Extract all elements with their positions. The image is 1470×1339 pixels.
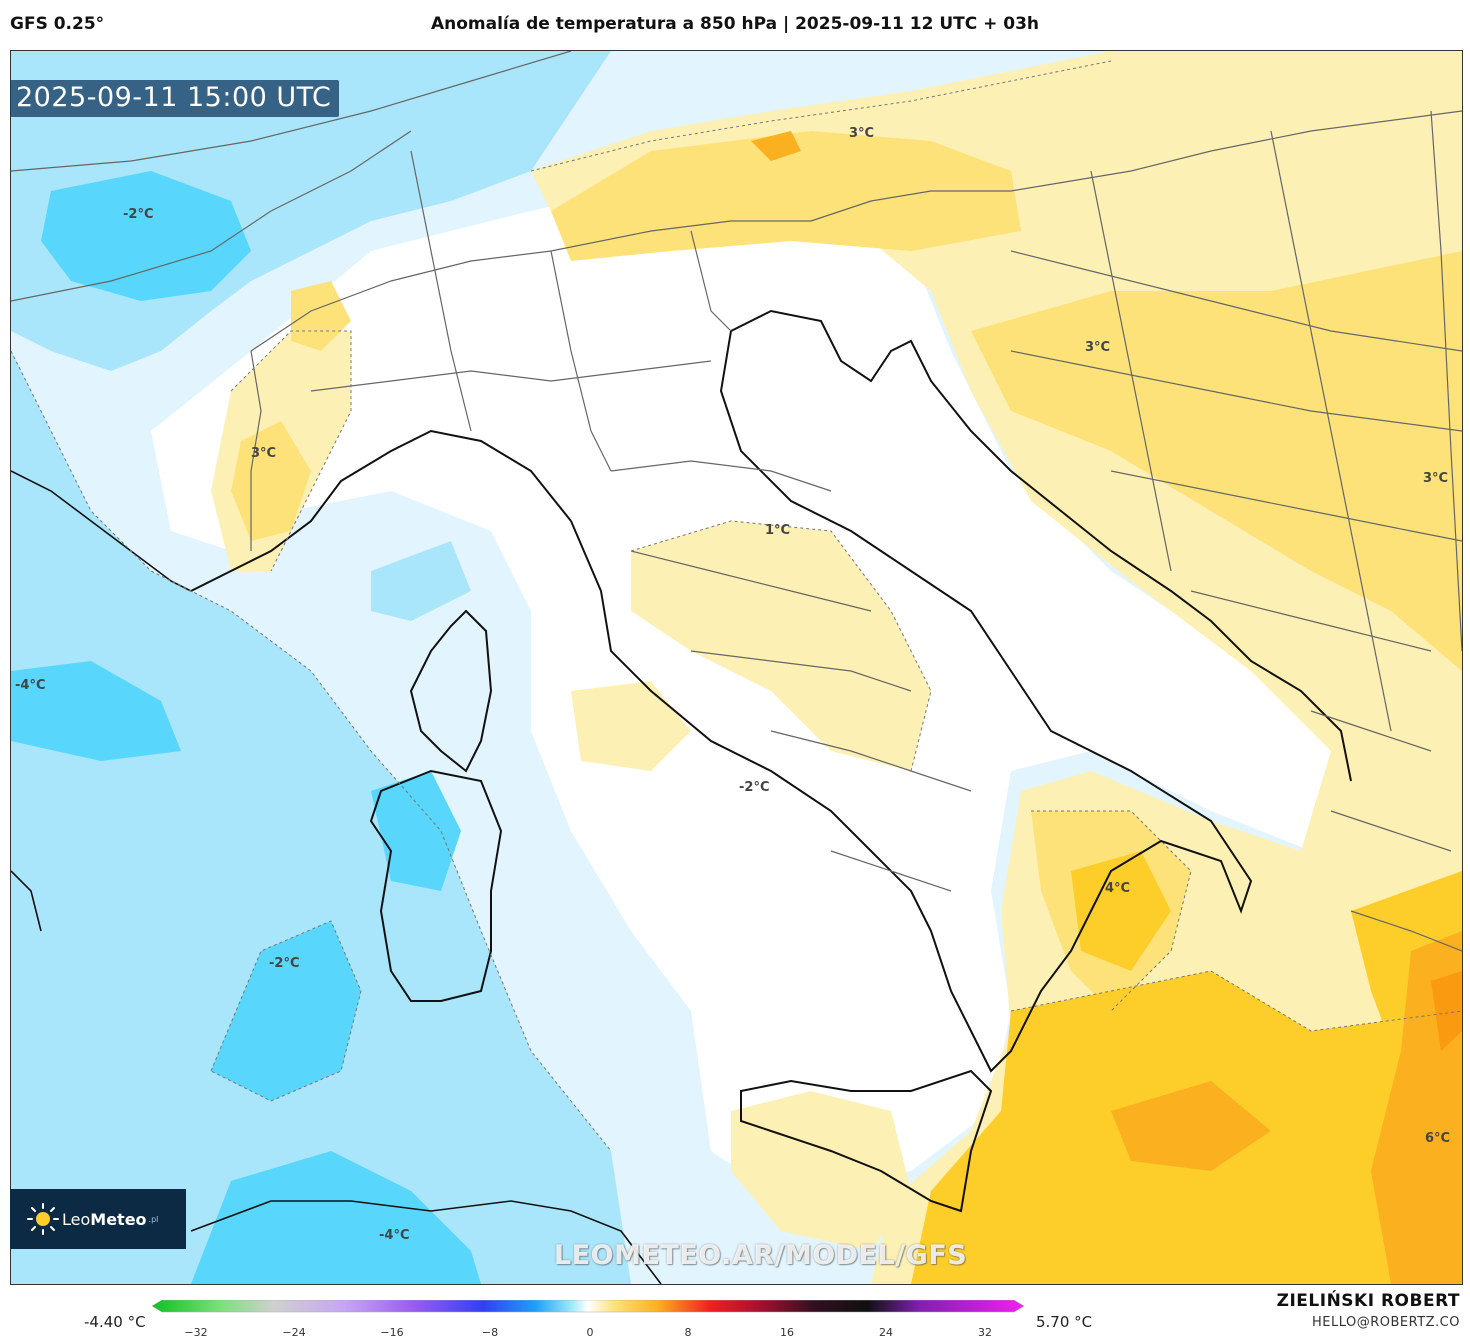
author-name: ZIELIŃSKI ROBERT (1276, 1291, 1460, 1311)
sicily-coast (740, 1069, 993, 1213)
sun-icon (27, 1203, 59, 1235)
warm-mid-balkans (971, 251, 1462, 671)
contour-label: -2°C (269, 956, 299, 971)
contour-label: 3°C (1085, 340, 1110, 355)
cold-strong-2 (211, 921, 361, 1101)
coast-balearic (11, 870, 42, 932)
cold-strong-4 (191, 1151, 481, 1284)
coast-adriatic-east (730, 309, 1352, 782)
contour-label: -4°C (379, 1228, 409, 1243)
admin-borders (11, 51, 1462, 952)
logo-tld: .pl (148, 1214, 159, 1224)
warm-light-tyrrhenian (571, 681, 691, 771)
colorbar-tick: −8 (482, 1326, 498, 1339)
colorbar-tick: −24 (282, 1326, 305, 1339)
cold-strong-5 (371, 771, 461, 891)
sardinia-coast (369, 769, 503, 1002)
colorbar-tick: −32 (184, 1326, 207, 1339)
contour-label: 3°C (251, 446, 276, 461)
colorbar-tick: 0 (587, 1326, 594, 1339)
coast-ligurian (190, 429, 572, 592)
contour-label: -2°C (123, 207, 153, 222)
colorbar-tick: −16 (380, 1326, 403, 1339)
warm-light-sicily (731, 1091, 911, 1251)
contour-label: 3°C (849, 126, 874, 141)
contour-label: -4°C (15, 678, 45, 693)
colorbar-tick: 16 (780, 1326, 794, 1339)
contour-label: 4°C (1105, 881, 1130, 896)
coast-north-africa (190, 1200, 662, 1284)
model-name: GFS 0.25° (10, 14, 105, 34)
cold-mid-corsica (371, 541, 471, 621)
colorbar-tick: 32 (978, 1326, 992, 1339)
contour-label: 1°C (765, 523, 790, 538)
warm-deep-1 (1111, 1081, 1271, 1171)
chart-title: Anomalía de temperatura a 850 hPa | 2025… (430, 14, 1040, 34)
logo-text: LeoMeteo (62, 1209, 147, 1229)
leometeo-logo[interactable]: LeoMeteo .pl (10, 1189, 186, 1249)
map-canvas: 3°C -2°C 3°C 3°C 3°C 1°C -4°C -2°C 4°C -… (11, 51, 1462, 1284)
coast-italy-peninsula (570, 330, 1253, 1073)
colorbar-tick: 24 (879, 1326, 893, 1339)
colorbar-max-label: 5.70 °C (1036, 1313, 1093, 1331)
contour-label: -2°C (739, 780, 769, 795)
contour-label: 6°C (1425, 1131, 1450, 1146)
warm-deepest (1431, 971, 1462, 1051)
site-watermark: LEOMETEO.AR/MODEL/GFS (554, 1240, 968, 1271)
warm-light-central (631, 521, 931, 771)
colorbar-tick: 8 (685, 1326, 692, 1339)
corsica-coast (409, 609, 493, 773)
warm-strong-calabria (1071, 851, 1171, 971)
cold-mid-west (11, 231, 631, 1284)
weather-map[interactable]: 3°C -2°C 3°C 3°C 3°C 1°C -4°C -2°C 4°C -… (10, 50, 1463, 1285)
contour-lines (11, 60, 1462, 1152)
contour-label: 3°C (1423, 471, 1448, 486)
cold-strong-1 (41, 171, 251, 301)
warm-mid-alps-west (291, 281, 351, 351)
cold-strong-3 (11, 661, 181, 761)
author-email[interactable]: HELLO@ROBERTZ.CO (1311, 1315, 1460, 1330)
valid-time-badge: 2025-09-11 15:00 UTC (10, 80, 340, 117)
colorbar: −32 −24 −16 −8 0 8 16 24 32 (152, 1300, 1025, 1339)
colorbar-min-label: -4.40 °C (84, 1313, 146, 1331)
warm-deep-alps (751, 131, 801, 161)
